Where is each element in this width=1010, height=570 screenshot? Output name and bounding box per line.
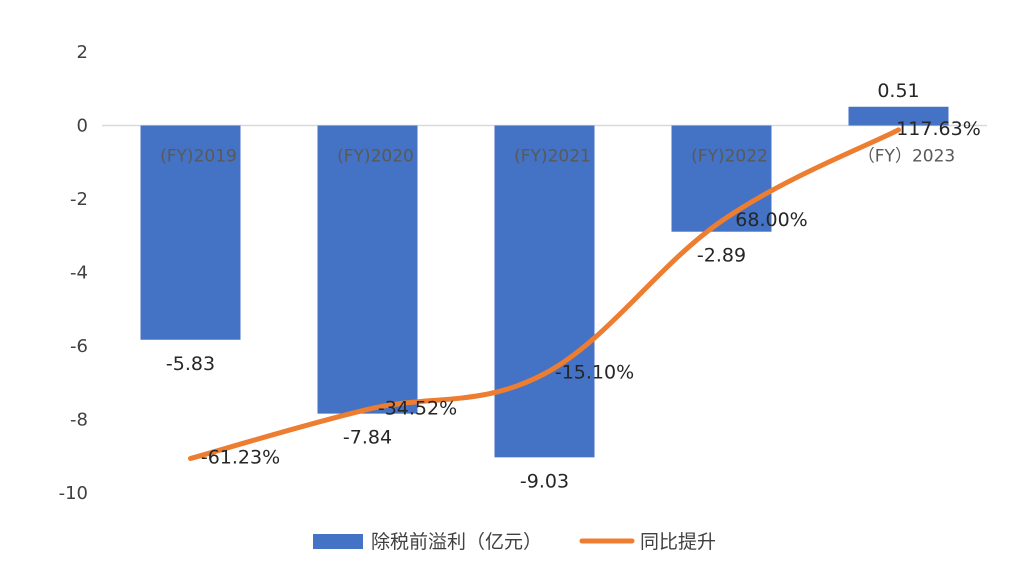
bar-data-label: 0.51	[877, 80, 919, 102]
line-data-label: 117.63%	[896, 118, 981, 140]
legend-label-line: 同比提升	[640, 531, 716, 553]
y-tick-label: -10	[59, 483, 88, 504]
bar	[317, 125, 418, 414]
line-data-label: -34.52%	[378, 397, 457, 419]
line-data-label: -61.23%	[201, 447, 280, 469]
bar-data-label: -7.84	[343, 427, 392, 449]
y-tick-label: 0	[77, 116, 88, 137]
category-label: (FY)2019	[160, 147, 237, 167]
line-data-label: 68.00%	[735, 209, 807, 231]
bar-data-label: -2.89	[697, 245, 746, 267]
category-label: (FY)2021	[514, 147, 591, 167]
bar-series	[140, 106, 949, 458]
y-tick-label: -2	[70, 189, 88, 210]
growth-line	[188, 127, 901, 462]
bar	[140, 125, 241, 340]
bar	[494, 125, 595, 458]
line-series: -61.23% -34.52% -15.10% 68.00% 117.63%	[188, 118, 981, 469]
bar	[848, 106, 949, 126]
bar	[671, 125, 772, 232]
bar-data-labels: -5.83 -7.84 -9.03 -2.89 0.51	[166, 80, 920, 493]
bar-data-label: -5.83	[166, 353, 215, 375]
y-axis: 2 0 -2 -4 -6 -8 -10	[59, 42, 88, 504]
y-tick-label: -8	[70, 410, 88, 431]
category-label: （FY）2023	[858, 147, 955, 167]
bar-data-label: -9.03	[520, 470, 569, 492]
legend: 除税前溢利（亿元） 同比提升	[313, 531, 716, 553]
category-label: (FY)2022	[691, 147, 768, 167]
legend-label-bar: 除税前溢利（亿元）	[371, 531, 542, 553]
line-data-label: -15.10%	[555, 362, 634, 384]
y-tick-label: -6	[70, 336, 88, 357]
y-tick-label: 2	[77, 42, 88, 63]
y-tick-label: -4	[70, 263, 88, 284]
category-axis: (FY)2019 (FY)2020 (FY)2021 (FY)2022 （FY）2023	[160, 147, 955, 167]
category-label: (FY)2020	[337, 147, 414, 167]
legend-swatch-bar	[313, 534, 363, 549]
